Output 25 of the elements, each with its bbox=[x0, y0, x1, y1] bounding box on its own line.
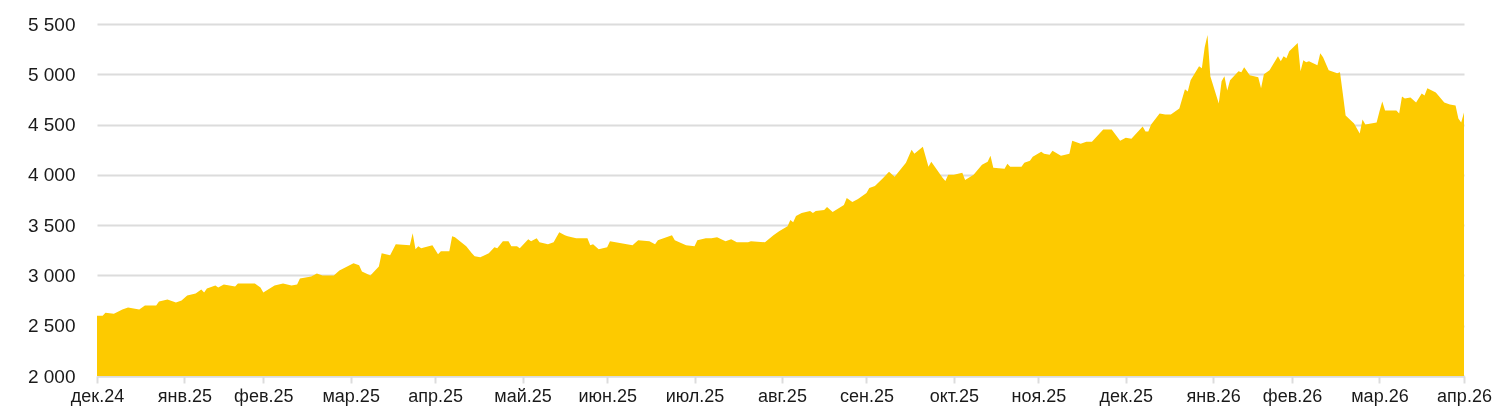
y-tick-label: 4 500 bbox=[27, 114, 76, 136]
x-tick-label: апр.25 bbox=[408, 385, 464, 406]
x-tick-label: янв.26 bbox=[1186, 385, 1241, 406]
x-tick-label: апр.26 bbox=[1437, 385, 1492, 406]
x-tick-label: мар.25 bbox=[322, 385, 380, 406]
y-tick-label: 2 500 bbox=[27, 315, 76, 337]
y-tick-label: 2 000 bbox=[27, 365, 76, 387]
x-tick-label: окт.25 bbox=[929, 385, 980, 406]
x-tick-label: авг.25 bbox=[757, 385, 807, 406]
x-tick-label: май.25 bbox=[494, 385, 552, 406]
x-tick-label: сен.25 bbox=[839, 385, 894, 406]
x-tick-label: ноя.25 bbox=[1011, 385, 1067, 406]
x-tick-label: дек.25 bbox=[1099, 385, 1153, 406]
x-tick-label: янв.25 bbox=[157, 385, 213, 406]
x-tick-label: фев.26 bbox=[1262, 385, 1323, 406]
y-tick-label: 5 500 bbox=[27, 13, 76, 35]
x-tick-label: июн.25 bbox=[578, 385, 637, 406]
x-tick-label: мар.26 bbox=[1351, 385, 1409, 406]
y-tick-label: 3 500 bbox=[27, 214, 76, 236]
y-tick-label: 5 000 bbox=[27, 63, 76, 85]
x-tick-label: дек.24 bbox=[70, 385, 125, 406]
x-tick-label: фев.25 bbox=[234, 385, 294, 406]
y-tick-label: 3 000 bbox=[27, 264, 76, 286]
x-tick-label: июл.25 bbox=[665, 385, 725, 406]
y-tick-label: 4 000 bbox=[27, 164, 76, 186]
